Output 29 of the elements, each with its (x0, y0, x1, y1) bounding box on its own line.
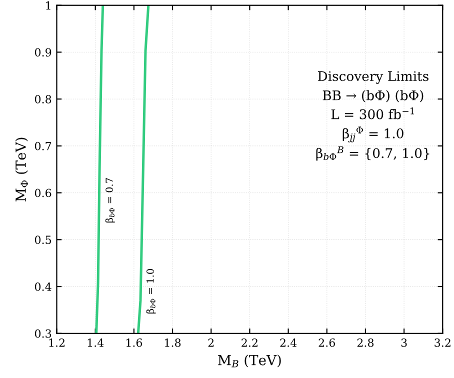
y-tick-label: 0.7 (34, 142, 52, 150)
x-tick-label: 1.2 (49, 338, 64, 347)
x-tick-label: 2.4 (280, 338, 297, 347)
text: β$_{bΦ}$ = 1.0 (146, 269, 156, 314)
text: β$_{bΦ}$ = 0.7 (105, 178, 115, 223)
annotation: L = 300 fb$^{−1}$ (331, 107, 414, 120)
x-tick-label: 3.2 (434, 338, 450, 347)
x-tick-label: 1.4 (88, 338, 104, 347)
y-tick-label: 0.8 (34, 95, 52, 104)
x-tick-label: 1.6 (126, 338, 142, 347)
y-tick-label: 0.3 (34, 329, 52, 338)
x-tick-label: 2 (208, 338, 214, 347)
y-tick-label: 0.9 (34, 48, 52, 57)
x-tick-label: 2.6 (318, 338, 336, 347)
line-series (95, 5, 104, 334)
x-tick-label: 2.2 (242, 338, 258, 347)
y-tick-label: 1 (46, 1, 50, 10)
annotation: BB → (bΦ) (bΦ) (322, 90, 424, 102)
x-tick-label: 3 (401, 338, 407, 347)
x-tick-label: 2.8 (357, 338, 374, 347)
y-tick-label: 0.4 (34, 282, 52, 291)
x-tick-label: 1.8 (165, 338, 181, 347)
y-tick-label: 0.6 (34, 188, 52, 198)
annotation: Discovery Limits (318, 71, 428, 84)
x-axis-title: M$_{B}$ (TeV) (218, 354, 281, 368)
annotation: β$_{bΦ}$$^{B}$ = {0.7, 1.0} (316, 146, 430, 161)
y-axis-title: M$_{Φ}$ (TeV) (15, 138, 28, 202)
y-tick-label: 0.5 (34, 236, 52, 244)
annotation: β$_{jj}$$^{Φ}$ = 1.0 (342, 126, 404, 142)
